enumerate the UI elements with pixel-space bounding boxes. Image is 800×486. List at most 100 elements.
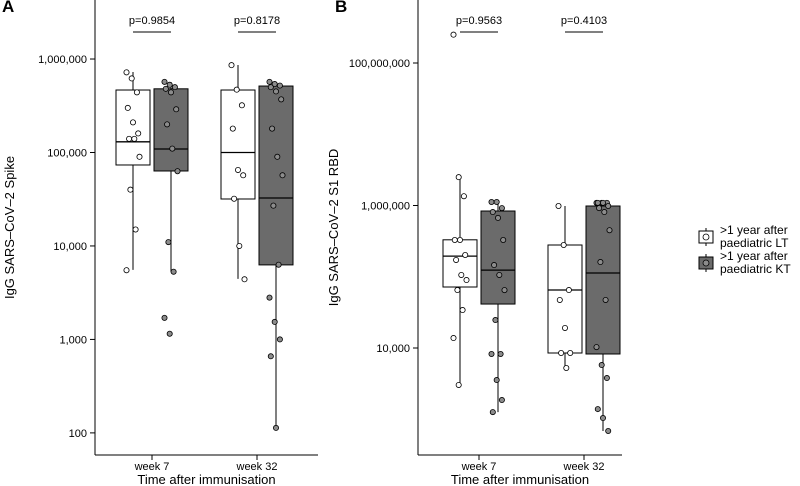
box xyxy=(442,239,478,288)
data-point xyxy=(501,287,508,294)
data-point xyxy=(600,415,607,422)
data-point xyxy=(233,86,240,93)
data-point xyxy=(231,195,238,202)
data-point xyxy=(496,271,503,278)
data-point xyxy=(565,287,572,294)
data-point xyxy=(166,81,173,88)
data-point xyxy=(567,349,574,356)
box xyxy=(115,89,151,166)
data-point xyxy=(606,227,613,234)
data-point xyxy=(462,251,469,258)
data-point xyxy=(492,317,499,324)
data-point xyxy=(498,397,505,404)
data-point xyxy=(488,198,495,205)
data-point xyxy=(126,135,133,142)
data-point xyxy=(491,262,498,269)
data-point xyxy=(131,135,138,142)
data-point xyxy=(463,277,470,284)
panel-label: B xyxy=(335,0,347,16)
data-point xyxy=(453,256,460,263)
data-point xyxy=(238,102,245,109)
data-point xyxy=(272,424,279,431)
data-point xyxy=(276,336,283,343)
data-point xyxy=(560,242,567,249)
data-point xyxy=(240,172,247,179)
data-point xyxy=(164,121,171,128)
data-point xyxy=(174,168,181,175)
data-point xyxy=(593,344,600,351)
data-point xyxy=(123,69,130,76)
data-point xyxy=(488,350,495,357)
data-point xyxy=(274,153,281,160)
data-point xyxy=(458,271,465,278)
data-point xyxy=(455,174,462,181)
data-point xyxy=(558,349,565,356)
data-point xyxy=(562,324,569,331)
data-point xyxy=(127,186,134,193)
data-point xyxy=(272,88,279,95)
data-point xyxy=(161,314,168,321)
data-point xyxy=(236,242,243,249)
data-point xyxy=(600,199,607,206)
data-point xyxy=(169,145,176,152)
data-point xyxy=(173,106,180,113)
data-point xyxy=(132,226,139,233)
data-point xyxy=(241,276,248,283)
box xyxy=(220,89,256,200)
data-point xyxy=(459,307,466,314)
data-point xyxy=(601,209,608,216)
y-tick-label: 100,000 xyxy=(47,147,87,159)
p-value: p=0.9854 xyxy=(129,15,175,27)
data-point xyxy=(279,172,286,179)
data-point xyxy=(170,268,177,275)
x-tick-label: week 32 xyxy=(563,461,605,473)
data-point xyxy=(494,214,501,221)
data-point xyxy=(165,239,172,246)
data-point xyxy=(275,261,282,268)
data-point xyxy=(594,406,601,413)
x-tick-label: week 7 xyxy=(461,461,497,473)
p-value: p=0.9563 xyxy=(456,15,502,27)
data-point xyxy=(276,82,283,89)
data-point xyxy=(493,198,500,205)
x-axis-title: Time after immunisation xyxy=(451,472,589,486)
data-point xyxy=(171,84,178,91)
box xyxy=(153,88,189,172)
data-point xyxy=(266,78,273,85)
panel-label: A xyxy=(2,0,14,16)
data-point xyxy=(234,166,241,173)
box xyxy=(585,205,621,355)
x-tick-label: week 7 xyxy=(134,461,170,473)
p-value: p=0.8178 xyxy=(234,15,280,27)
data-point xyxy=(123,267,130,274)
x-axis-title: Time after immunisation xyxy=(137,472,275,486)
y-tick-label: 10,000 xyxy=(376,343,410,355)
legend-icon xyxy=(702,233,710,241)
data-point xyxy=(267,84,274,91)
box xyxy=(547,244,583,354)
data-point xyxy=(133,89,140,96)
data-point xyxy=(162,85,169,92)
data-point xyxy=(129,119,136,126)
data-point xyxy=(161,78,168,85)
data-point xyxy=(128,75,135,82)
data-point xyxy=(450,31,457,38)
data-point xyxy=(555,203,562,210)
data-point xyxy=(497,350,504,357)
data-point xyxy=(596,205,603,212)
data-point xyxy=(228,62,235,69)
data-point xyxy=(605,428,612,435)
box xyxy=(258,85,294,266)
data-point xyxy=(166,330,173,337)
data-point xyxy=(266,294,273,301)
x-tick-label: week 32 xyxy=(236,461,278,473)
data-point xyxy=(455,381,462,388)
data-point xyxy=(229,125,236,132)
y-tick-label: 100 xyxy=(69,428,87,440)
data-point xyxy=(454,287,461,294)
legend-icon xyxy=(702,259,710,267)
box xyxy=(480,210,516,305)
data-point xyxy=(124,104,131,111)
data-point xyxy=(498,205,505,212)
